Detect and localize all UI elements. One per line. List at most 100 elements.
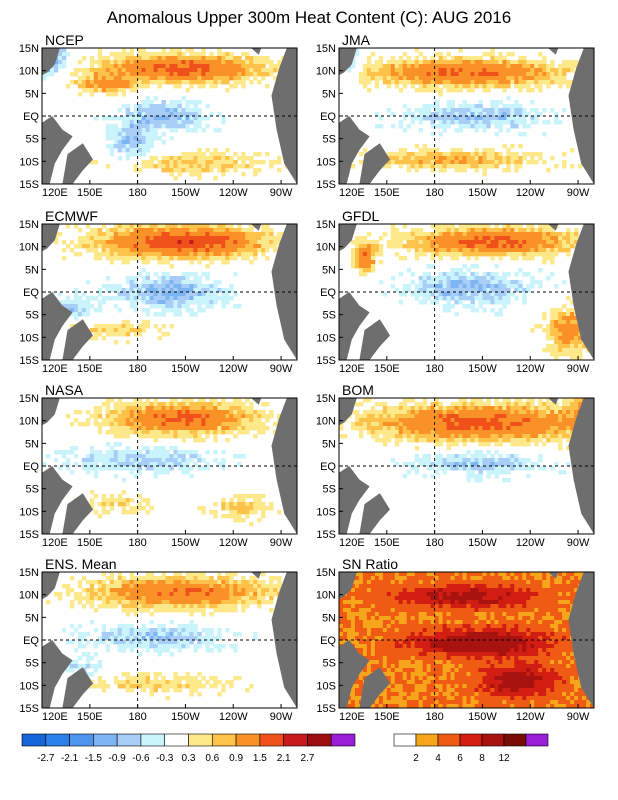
heatmap-cell bbox=[253, 252, 258, 257]
heatmap-cell bbox=[109, 418, 115, 423]
heatmap-cell bbox=[366, 68, 372, 73]
heatmap-cell bbox=[550, 240, 555, 245]
heatmap-cell bbox=[462, 120, 467, 125]
heatmap-cell bbox=[125, 296, 131, 301]
heatmap-cell bbox=[93, 466, 99, 471]
heatmap-cell bbox=[153, 128, 158, 133]
heatmap-cell bbox=[438, 80, 443, 85]
heatmap-cell bbox=[438, 164, 443, 169]
heatmap-cell bbox=[109, 128, 115, 133]
heatmap-cell bbox=[510, 248, 515, 253]
heatmap-cell bbox=[169, 228, 174, 233]
heatmap-cell bbox=[181, 116, 186, 121]
heatmap-cell bbox=[558, 332, 563, 337]
heatmap-cell bbox=[470, 410, 475, 415]
heatmap-cell bbox=[422, 296, 428, 301]
heatmap-cell bbox=[566, 430, 571, 435]
heatmap-cell bbox=[434, 60, 440, 65]
heatmap-cell bbox=[141, 100, 146, 105]
heatmap-cell bbox=[534, 60, 539, 65]
heatmap-cell bbox=[482, 112, 487, 117]
heatmap-cell bbox=[534, 68, 539, 73]
heatmap-cell bbox=[438, 458, 443, 463]
heatmap-cell bbox=[193, 108, 198, 113]
heatmap-cell bbox=[189, 100, 194, 105]
heatmap-cell bbox=[129, 244, 135, 249]
heatmap-cell bbox=[121, 458, 127, 463]
heatmap-cell bbox=[149, 248, 154, 253]
heatmap-cell bbox=[458, 56, 463, 61]
heatmap-cell bbox=[538, 284, 543, 289]
heatmap-cell bbox=[129, 136, 135, 141]
heatmap-cell bbox=[245, 56, 250, 61]
heatmap-cell bbox=[546, 228, 551, 233]
heatmap-cell bbox=[173, 256, 178, 261]
heatmap-cell bbox=[125, 320, 131, 325]
heatmap-cell bbox=[141, 252, 146, 257]
heatmap-cell bbox=[117, 128, 123, 133]
heatmap-cell bbox=[233, 76, 238, 81]
heatmap-cell bbox=[105, 56, 111, 61]
heatmap-cell bbox=[558, 438, 563, 443]
heatmap-cell bbox=[125, 148, 131, 153]
heatmap-cell bbox=[370, 264, 376, 269]
heatmap-cell bbox=[241, 402, 246, 407]
heatmap-cell bbox=[189, 232, 194, 237]
heatmap-cell bbox=[209, 300, 214, 305]
heatmap-cell bbox=[434, 402, 440, 407]
heatmap-cell bbox=[141, 224, 146, 229]
heatmap-cell bbox=[81, 68, 87, 73]
heatmap-cell bbox=[161, 308, 166, 313]
heatmap-cell bbox=[486, 248, 491, 253]
heatmap-cell bbox=[229, 236, 234, 241]
heatmap-cell bbox=[117, 324, 123, 329]
heatmap-cell bbox=[193, 60, 198, 65]
heatmap-cell bbox=[129, 304, 135, 309]
heatmap-cell bbox=[121, 292, 127, 297]
heatmap-cell bbox=[97, 232, 103, 237]
heatmap-cell bbox=[113, 252, 119, 257]
heatmap-cell bbox=[430, 168, 436, 173]
heatmap-cell bbox=[189, 236, 194, 241]
heatmap-cell bbox=[153, 244, 158, 249]
heatmap-cell bbox=[506, 60, 511, 65]
heatmap-cell bbox=[205, 430, 210, 435]
heatmap-cell bbox=[81, 88, 87, 93]
heatmap-cell bbox=[117, 308, 123, 313]
heatmap-cell bbox=[478, 156, 483, 161]
heatmap-cell bbox=[490, 64, 495, 69]
heatmap-cell bbox=[430, 152, 436, 157]
heatmap-cell bbox=[101, 64, 107, 69]
heatmap-cell bbox=[125, 228, 131, 233]
heatmap-cell bbox=[141, 280, 146, 285]
heatmap-cell bbox=[518, 132, 523, 137]
heatmap-cell bbox=[117, 228, 123, 233]
heatmap-cell bbox=[510, 426, 515, 431]
heatmap-cell bbox=[510, 458, 515, 463]
heatmap-cell bbox=[462, 280, 467, 285]
heatmap-cell bbox=[454, 232, 459, 237]
heatmap-cell bbox=[185, 124, 190, 129]
heatmap-cell bbox=[498, 430, 503, 435]
heatmap-cell bbox=[414, 76, 420, 81]
heatmap-cell bbox=[538, 398, 543, 403]
heatmap-cell bbox=[205, 466, 210, 471]
heatmap-cell bbox=[498, 244, 503, 249]
heatmap-cell bbox=[173, 454, 178, 459]
heatmap-cell bbox=[77, 308, 83, 313]
heatmap-cell bbox=[249, 156, 254, 161]
heatmap-cell bbox=[454, 458, 459, 463]
heatmap-cell bbox=[173, 240, 178, 245]
heatmap-cell bbox=[205, 160, 210, 165]
heatmap-cell bbox=[193, 450, 198, 455]
heatmap-cell bbox=[193, 236, 198, 241]
heatmap-cell bbox=[482, 164, 487, 169]
heatmap-cell bbox=[125, 406, 131, 411]
heatmap-cell bbox=[233, 244, 238, 249]
heatmap-cell bbox=[382, 410, 388, 415]
heatmap-cell bbox=[241, 252, 246, 257]
heatmap-cell bbox=[410, 410, 416, 415]
heatmap-cell bbox=[189, 56, 194, 61]
heatmap-cell bbox=[470, 124, 475, 129]
heatmap-cell bbox=[518, 144, 523, 149]
